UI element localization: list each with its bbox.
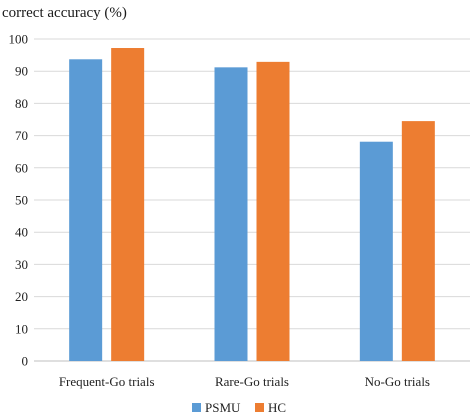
y-tick-label: 0	[22, 354, 29, 369]
category-label: No-Go trials	[365, 374, 430, 389]
y-tick-label: 60	[15, 160, 28, 175]
y-tick-label: 10	[15, 321, 28, 336]
y-tick-label: 100	[9, 32, 29, 47]
legend-label-hc: HC	[268, 400, 286, 415]
y-tick-label: 50	[15, 193, 28, 208]
y-tick-label: 90	[15, 64, 28, 79]
bar-psmu-0	[69, 59, 103, 361]
y-axis-title: correct accuracy (%)	[2, 5, 127, 21]
category-label: Frequent-Go trials	[59, 374, 155, 389]
y-tick-label: 80	[15, 96, 28, 111]
bar-hc-0	[111, 48, 145, 362]
y-tick-label: 30	[15, 257, 28, 272]
legend: PSMU HC	[192, 400, 286, 415]
bar-psmu-1	[214, 67, 248, 361]
legend-swatch-hc	[255, 403, 264, 412]
gridlines	[34, 38, 470, 362]
y-tick-label: 70	[15, 128, 28, 143]
legend-swatch-psmu	[192, 403, 201, 412]
legend-label-psmu: PSMU	[205, 400, 241, 415]
bar-hc-1	[256, 61, 290, 361]
category-label: Rare-Go trials	[215, 374, 289, 389]
category-labels: Frequent-Go trials Rare-Go trials No-Go tr…	[59, 374, 430, 389]
bars	[69, 48, 435, 362]
y-tick-label: 20	[15, 289, 28, 304]
y-tick-label: 40	[15, 225, 28, 240]
bar-psmu-2	[359, 141, 393, 361]
bar-hc-2	[401, 121, 435, 361]
y-tick-labels: 0 10 20 30 40 50 60 70 80 90 100	[9, 32, 29, 369]
